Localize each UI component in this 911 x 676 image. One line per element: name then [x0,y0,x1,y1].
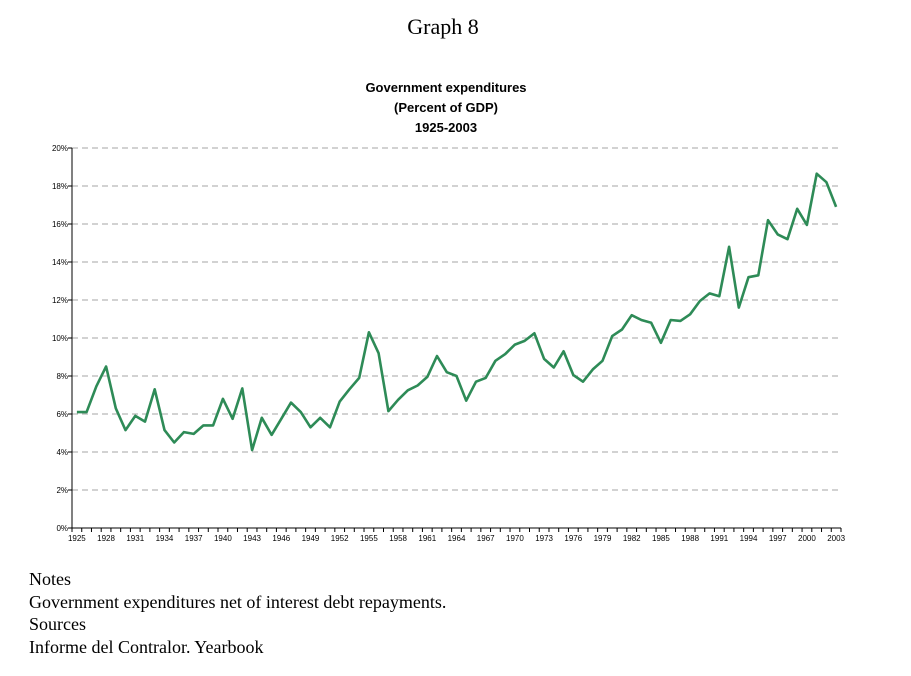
x-tick-label: 1991 [710,534,728,543]
notes-text: Government expenditures net of interest … [29,591,447,612]
x-tick-label: 1970 [506,534,524,543]
x-tick-label: 1931 [126,534,144,543]
y-tick-label: 6% [56,410,68,419]
x-tick-label: 1934 [156,534,174,543]
x-tick-label: 1997 [769,534,787,543]
x-tick-label: 1928 [97,534,115,543]
x-tick-label: 1982 [623,534,641,543]
sources-text: Informe del Contralor. Yearbook [29,636,264,657]
y-tick-label: 12% [52,296,68,305]
chart-subtitle-period: 1925-2003 [414,120,478,135]
x-tick-label: 1937 [185,534,203,543]
y-tick-label: 18% [52,182,68,191]
x-tick-label: 1952 [331,534,349,543]
chart-title: Government expenditures [365,80,527,95]
x-tick-label: 1958 [389,534,407,543]
x-tick-label: 1976 [564,534,582,543]
y-tick-label: 14% [52,258,68,267]
y-tick-label: 0% [56,524,68,533]
x-tick-label: 2003 [827,534,845,543]
y-tick-label: 4% [56,448,68,457]
x-tick-label: 2000 [798,534,816,543]
x-tick-label: 1964 [448,534,466,543]
y-tick-label: 10% [52,334,68,343]
x-tick-label: 1985 [652,534,670,543]
x-tick-label: 1943 [243,534,261,543]
y-tick-label: 20% [52,144,68,153]
notes-section: Notes Government expenditures net of int… [29,568,446,658]
x-tick-label: 1946 [272,534,290,543]
graph-label: Graph 8 [407,14,479,39]
x-tick-label: 1973 [535,534,553,543]
x-tick-label: 1988 [681,534,699,543]
y-tick-label: 8% [56,372,68,381]
sources-heading: Sources [29,614,86,634]
x-tick-label: 1979 [594,534,612,543]
y-tick-label: 16% [52,220,68,229]
x-tick-label: 1949 [302,534,320,543]
x-tick-label: 1955 [360,534,378,543]
chart-subtitle-unit: (Percent of GDP) [393,100,498,115]
series-line [76,172,838,452]
x-tick-label: 1940 [214,534,232,543]
x-tick-label: 1994 [740,534,758,543]
x-tick-label: 1961 [418,534,436,543]
x-tick-label: 1925 [68,534,86,543]
y-tick-label: 2% [56,486,68,495]
x-tick-label: 1967 [477,534,495,543]
notes-heading: Notes [29,569,71,589]
